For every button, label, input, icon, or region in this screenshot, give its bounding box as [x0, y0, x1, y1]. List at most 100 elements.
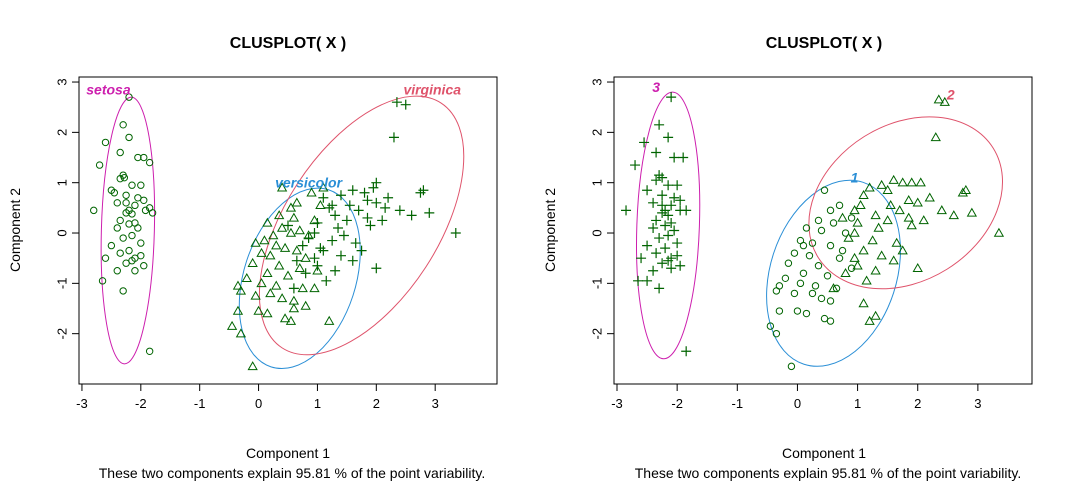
data-point: [335, 250, 346, 261]
data-point: [232, 280, 244, 290]
data-point: [128, 231, 136, 240]
data-point: [288, 283, 299, 294]
data-point: [276, 182, 288, 192]
x-tick-label: 3: [974, 396, 981, 411]
left-x-axis: -3 -2 -1 0 1 2 3: [76, 383, 439, 411]
data-point: [318, 192, 329, 203]
data-point: [849, 205, 860, 215]
left-x-axis-title: Component 1: [246, 445, 330, 461]
y-tick-label: -2: [55, 328, 70, 340]
data-point: [642, 185, 653, 196]
data-point: [681, 346, 692, 357]
data-point: [663, 180, 674, 191]
data-point: [939, 96, 950, 106]
data-point: [675, 260, 686, 271]
data-point: [356, 245, 367, 256]
data-point: [837, 212, 848, 222]
left-points: [90, 93, 461, 371]
data-point: [621, 205, 632, 216]
data-point: [796, 279, 805, 288]
x-tick-label: 1: [314, 396, 321, 411]
data-point: [849, 252, 860, 262]
x-tick-label: -2: [671, 396, 683, 411]
data-point: [235, 285, 247, 295]
data-point: [852, 217, 863, 227]
data-point: [371, 177, 382, 188]
x-tick-label: -1: [194, 396, 206, 411]
data-point: [383, 192, 394, 203]
data-point: [847, 214, 856, 222]
cluster-ellipse-setosa: [100, 96, 156, 365]
data-point: [957, 187, 968, 197]
cluster-label-virginica: virginica: [403, 82, 461, 98]
data-point: [663, 132, 674, 143]
data-point: [145, 158, 154, 167]
data-point: [835, 254, 844, 262]
data-point: [790, 289, 799, 298]
data-point: [285, 315, 297, 325]
data-point: [362, 195, 373, 206]
data-point: [450, 228, 461, 239]
left-cluster-labels: setosa versicolor virginica: [86, 82, 461, 191]
data-point: [119, 287, 127, 295]
data-point: [906, 220, 917, 230]
data-point: [675, 195, 686, 206]
y-tick-label: 1: [590, 179, 605, 186]
left-plot-frame: [78, 76, 498, 385]
data-point: [98, 277, 107, 285]
data-point: [930, 132, 941, 142]
data-point: [134, 224, 142, 232]
data-point: [669, 225, 680, 236]
right-chart-subtitle: These two components explain 95.81 % of …: [635, 465, 1022, 481]
data-point: [279, 313, 291, 323]
y-tick-label: 1: [55, 179, 70, 186]
data-point: [666, 200, 677, 211]
data-point: [864, 315, 875, 325]
data-point: [327, 235, 338, 246]
data-point: [828, 283, 839, 293]
data-point: [288, 303, 300, 313]
data-point: [253, 305, 264, 315]
data-point: [651, 248, 662, 259]
data-point: [256, 247, 267, 257]
data-point: [897, 245, 908, 255]
right-x-axis-title: Component 1: [782, 445, 866, 461]
data-point: [306, 187, 317, 197]
data-point: [300, 252, 311, 262]
data-point: [371, 197, 382, 208]
data-point: [829, 219, 838, 227]
data-point: [870, 310, 881, 320]
data-point: [657, 190, 668, 201]
cluster-ellipse-cluster-1: [766, 179, 901, 367]
data-point: [672, 180, 683, 191]
data-point: [347, 255, 358, 266]
data-point: [654, 233, 665, 244]
data-point: [817, 226, 826, 235]
data-point: [793, 307, 802, 315]
data-point: [867, 235, 878, 245]
cluster-label-setosa: setosa: [86, 82, 131, 98]
data-point: [335, 190, 346, 201]
data-point: [933, 94, 944, 104]
data-point: [262, 217, 273, 227]
data-point: [636, 253, 647, 264]
data-point: [288, 212, 300, 222]
y-tick-label: 2: [55, 129, 70, 136]
data-point: [817, 294, 826, 303]
cluster-label-cluster-3: 3: [652, 79, 660, 95]
data-point: [424, 207, 435, 218]
data-point: [787, 362, 796, 371]
data-point: [642, 240, 653, 251]
data-point: [300, 268, 311, 279]
data-point: [259, 235, 270, 245]
x-tick-label: 1: [854, 396, 861, 411]
data-point: [250, 237, 261, 247]
data-point: [858, 298, 869, 308]
data-point: [330, 210, 341, 221]
right-y-axis-title: Component 2: [542, 188, 558, 272]
data-point: [891, 237, 902, 247]
data-point: [873, 222, 884, 232]
data-point: [651, 215, 662, 226]
data-point: [262, 267, 273, 278]
data-point: [669, 192, 680, 203]
